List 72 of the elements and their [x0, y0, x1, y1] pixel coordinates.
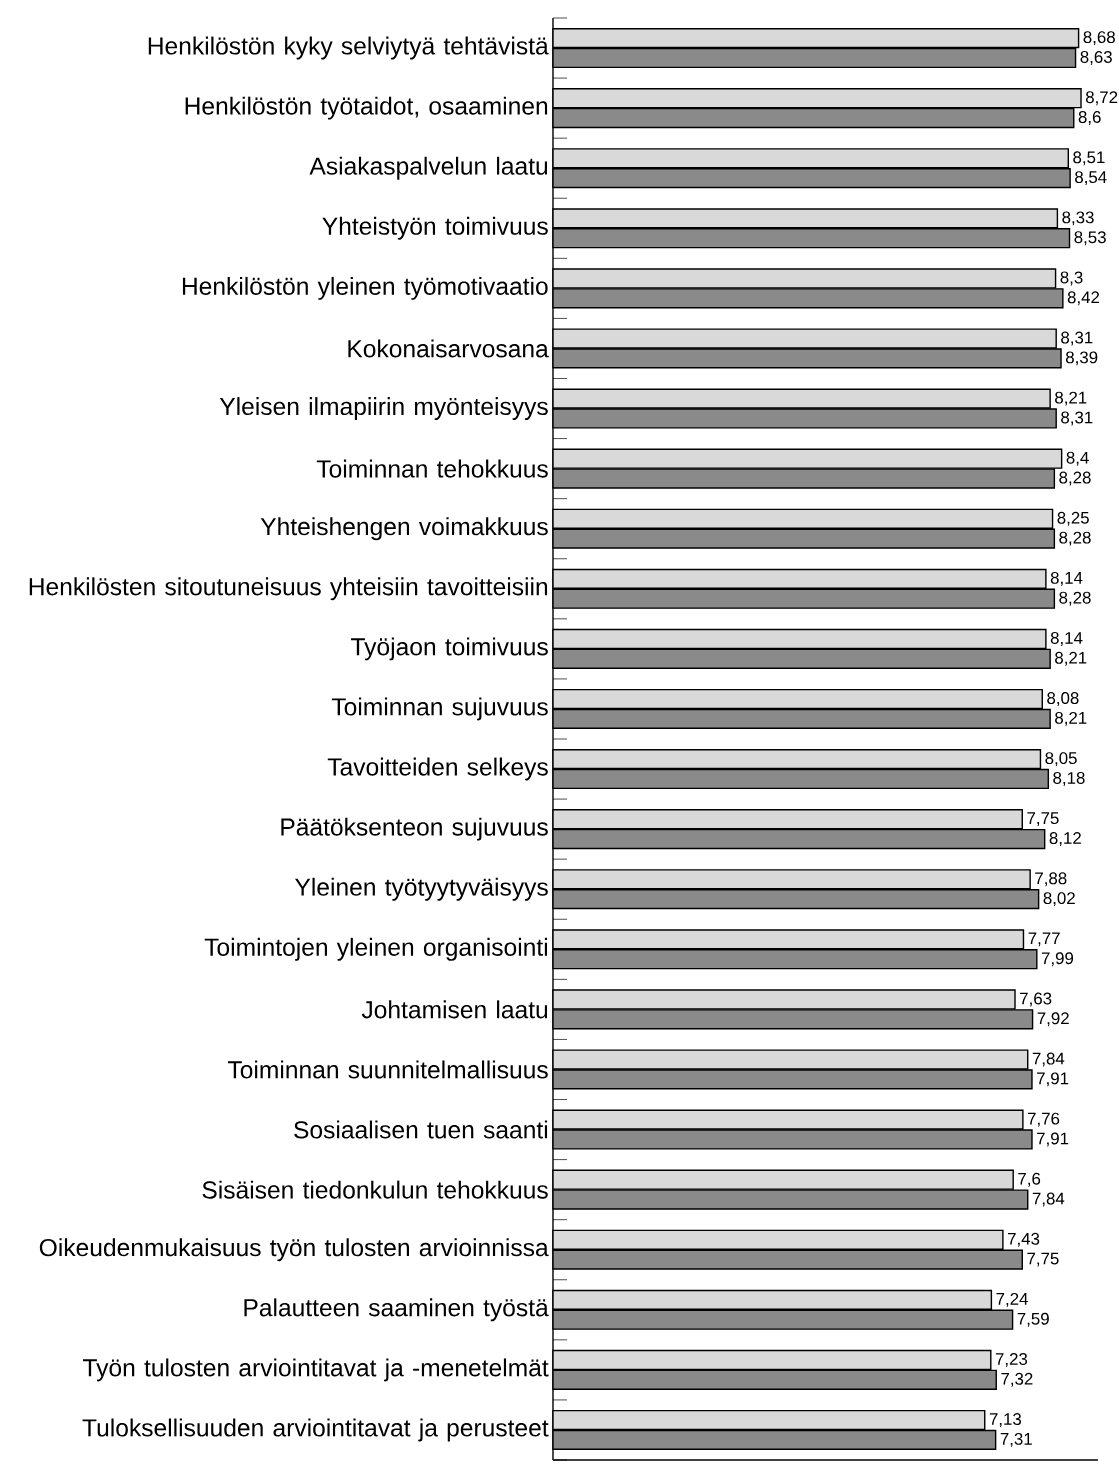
data-label: 7,76: [1027, 1112, 1060, 1127]
data-label: 8,21: [1055, 651, 1087, 666]
data-label: 7,88: [1035, 872, 1067, 887]
y-tick-label: Työn tulosten arviointitavat ja -menetelmät: [83, 1358, 549, 1382]
data-label: 8,54: [1075, 171, 1107, 186]
y-tick-label: Johtamisen laatu: [361, 1000, 548, 1019]
data-label: 8,21: [1055, 391, 1087, 406]
y-tick-label: Työjaon toimivuus: [351, 637, 548, 661]
data-label: 7,43: [1008, 1232, 1040, 1247]
data-label: 8,28: [1059, 531, 1091, 546]
data-label: 8,14: [1050, 571, 1083, 586]
data-label: 7,99: [1041, 952, 1074, 967]
y-tick-label: Toiminnan suunnitelmallisuus: [227, 1060, 548, 1079]
data-label: 8,31: [1061, 331, 1093, 346]
data-label: 8,51: [1073, 151, 1105, 166]
y-tick-label: Oikeudenmukaisuus työn tulosten arvioinnissa: [39, 1238, 549, 1262]
data-label: 8,72: [1085, 91, 1118, 106]
data-label: 7,75: [1027, 1252, 1059, 1267]
y-tick-label: Yhteishengen voimakkuus: [260, 517, 548, 541]
data-label: 8,39: [1065, 351, 1098, 366]
y-tick-label: Toiminnan tehokkuus: [316, 459, 548, 478]
data-label: 7,32: [1001, 1372, 1033, 1387]
data-label: 8,28: [1059, 591, 1091, 606]
data-label: 8,33: [1062, 211, 1094, 226]
data-label: 8,3: [1060, 271, 1083, 286]
data-label: 7,84: [1032, 1052, 1065, 1067]
y-tick-label: Sisäisen tiedonkulun tehokkuus: [202, 1180, 548, 1199]
data-label: 7,31: [1000, 1432, 1032, 1447]
y-tick-label: Kokonaisarvosana: [348, 339, 549, 358]
y-tick-label: Henkilöstön kyky selviytyä tehtävistä: [148, 36, 549, 60]
data-label: 8,14: [1050, 631, 1083, 646]
data-label: 8,63: [1080, 50, 1112, 65]
data-label: 8,02: [1043, 892, 1075, 907]
data-label: 7,92: [1037, 1012, 1069, 1027]
data-label: 8,08: [1047, 692, 1079, 707]
data-label: 8,21: [1055, 711, 1087, 726]
y-tick-label: Yhteistyön toimivuus: [322, 216, 548, 240]
y-tick-label: Henkilöstön yleinen työmotivaatio: [182, 276, 548, 300]
data-label: 7,59: [1017, 1312, 1049, 1327]
data-label: 8,25: [1057, 511, 1089, 526]
data-label: 8,12: [1049, 832, 1081, 847]
data-label: 7,91: [1037, 1132, 1069, 1147]
y-tick-label: Tuloksellisuuden arviointitavat ja perusteet: [82, 1418, 549, 1442]
y-tick-label: Henkilösten sitoutuneisuus yhteisiin tavoitteisiin: [29, 577, 548, 601]
data-label: 8,6: [1078, 111, 1101, 125]
data-label: 7,63: [1020, 992, 1052, 1007]
data-label: 8,05: [1045, 752, 1077, 767]
data-label: 8,53: [1074, 231, 1106, 246]
data-label: 8,31: [1061, 411, 1093, 426]
data-label: 8,18: [1053, 771, 1085, 786]
data-label: 7,13: [989, 1413, 1022, 1428]
data-label: 7,84: [1032, 1192, 1065, 1207]
y-tick-label: Henkilöstön työtaidot, osaaminen: [185, 96, 548, 120]
data-label: 7,24: [996, 1292, 1028, 1307]
y-tick-label: Yleinen työtyytyväisyys: [295, 877, 548, 901]
data-label: 8,68: [1083, 31, 1115, 46]
data-label: 8,4: [1066, 451, 1089, 466]
data-label: 7,77: [1028, 932, 1060, 947]
y-tick-label: Palautteen saaminen työstä: [244, 1298, 549, 1322]
y-tick-label: Toimintojen yleinen organisointi: [204, 937, 548, 961]
y-tick-label: Sosiaalisen tuen saanti: [294, 1120, 548, 1139]
data-label: 7,6: [1018, 1172, 1041, 1187]
data-label: 8,42: [1067, 291, 1100, 306]
y-tick-label: Yleisen ilmapiirin myönteisyys: [219, 397, 548, 421]
data-label: 7,75: [1027, 812, 1059, 827]
y-tick-label: Päätöksenteon sujuvuus: [281, 817, 548, 841]
data-label: 7,23: [995, 1352, 1028, 1367]
y-tick-label: Toiminnan sujuvuus: [331, 697, 548, 721]
y-tick-label: Tavoitteiden selkeys: [327, 757, 548, 781]
data-label: 7,91: [1037, 1072, 1069, 1087]
data-label: 8,28: [1059, 471, 1091, 486]
y-tick-label: Asiakaspalvelun laatu: [309, 156, 548, 180]
